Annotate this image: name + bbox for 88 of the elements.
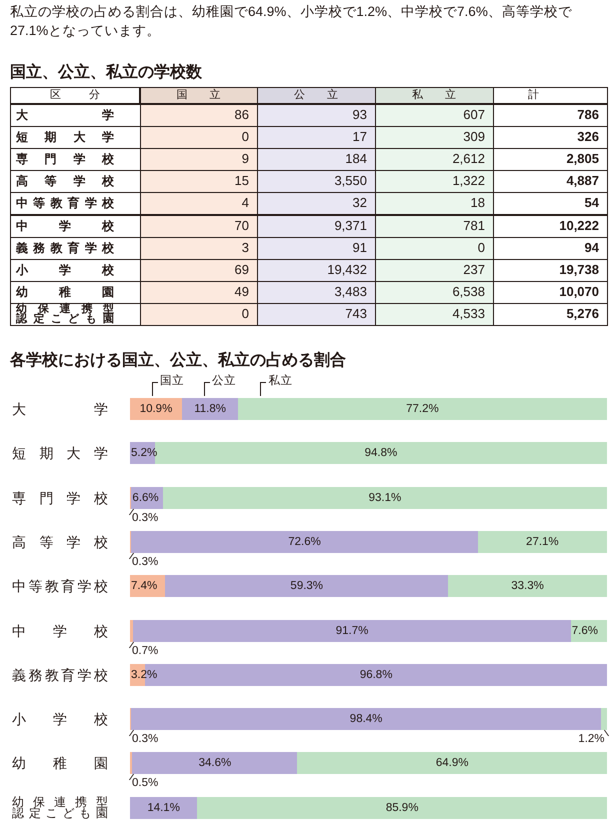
data-label: 27.1% xyxy=(525,534,560,549)
data-label: 1.2% xyxy=(577,732,605,746)
data-label: 0.7% xyxy=(132,644,158,658)
data-label: 0.5% xyxy=(132,776,158,790)
data-label: 72.6% xyxy=(287,534,322,549)
data-label: 7.6% xyxy=(572,624,598,638)
data-label: 0 xyxy=(476,240,485,256)
data-label: 0 xyxy=(240,129,249,146)
data-label: 91 xyxy=(352,240,367,256)
data-label: 9 xyxy=(240,151,249,168)
data-label: 34.6% xyxy=(198,756,232,770)
data-label: 4 xyxy=(240,195,249,212)
data-label: 3,550 xyxy=(333,173,367,190)
data-label: 309 xyxy=(462,129,485,146)
y-tick-label: 小学校 xyxy=(12,710,108,728)
text: 私立の学校の占める割合は、幼稚園で64.9%、小学校で1.2%、中学校で7.6%、高等学校で27.1%となっています。 xyxy=(10,3,573,40)
data-label: 4,887 xyxy=(565,173,599,190)
data-label: 49 xyxy=(234,284,249,300)
y-tick-label: 中学校 xyxy=(12,622,108,640)
data-label: 59.3% xyxy=(289,579,324,594)
data-label: 326 xyxy=(576,129,599,146)
data-label: 10.9% xyxy=(138,402,174,416)
series-label: 私立 xyxy=(412,88,456,103)
text: 国立、公立、私立の学校数 xyxy=(10,62,202,83)
data-label: 9,371 xyxy=(333,218,367,234)
data-label: 743 xyxy=(344,306,367,322)
y-tick-label: 幼保連携型認定こども園 xyxy=(12,794,108,820)
chart-title: 各学校における国立、公立、私立の占める割合 xyxy=(10,350,346,371)
text: 区分 xyxy=(50,88,100,103)
data-label: 94 xyxy=(584,240,599,256)
data-label: 85.9% xyxy=(384,800,420,815)
data-label: 6.6% xyxy=(132,490,159,505)
data-label: 4,533 xyxy=(451,306,485,322)
y-tick-label: 大学 xyxy=(12,400,108,418)
data-label: 15 xyxy=(234,173,249,190)
data-label: 32 xyxy=(352,195,367,212)
data-label: 10,222 xyxy=(558,218,599,234)
data-label: 3.2% xyxy=(131,668,158,682)
data-label: 2,805 xyxy=(565,151,599,168)
y-tick-label: 幼稚園 xyxy=(12,754,108,772)
series-label: 国立 xyxy=(176,88,220,103)
data-label: 54 xyxy=(584,195,599,212)
data-label: 781 xyxy=(462,218,485,234)
data-label: 5.2% xyxy=(131,446,158,460)
data-label: 14.1% xyxy=(146,800,181,815)
data-label: 0.3% xyxy=(132,554,158,569)
data-label: 19,738 xyxy=(558,262,599,278)
data-label: 2,612 xyxy=(451,151,485,168)
data-label: 3 xyxy=(240,240,249,256)
data-label: 19,432 xyxy=(326,262,367,278)
data-label: 10,070 xyxy=(558,284,599,300)
text: 計 xyxy=(528,88,540,103)
series-label: 国立 xyxy=(160,374,184,388)
data-label: 96.8% xyxy=(360,668,392,681)
series-label: 公立 xyxy=(212,374,236,388)
data-label: 11.8% xyxy=(193,402,227,416)
data-label: 69 xyxy=(234,262,249,278)
series-label: 公立 xyxy=(294,88,338,103)
data-label: 3,483 xyxy=(333,284,367,300)
y-tick-label: 短期大学 xyxy=(12,444,108,462)
data-label: 93 xyxy=(352,107,367,123)
data-label: 17 xyxy=(352,129,367,146)
y-tick-label: 高等学校 xyxy=(12,532,108,551)
series-label: 私立 xyxy=(268,374,292,388)
data-label: 70 xyxy=(234,218,249,234)
data-label: 93.1% xyxy=(368,490,402,505)
data-label: 98.4% xyxy=(348,712,384,726)
data-label: 0.3% xyxy=(132,732,158,746)
data-label: 77.2% xyxy=(405,402,440,416)
y-tick-label: 中等教育学校 xyxy=(12,577,108,596)
data-label: 237 xyxy=(462,262,485,278)
data-label: 33.3% xyxy=(510,579,545,594)
data-label: 1,322 xyxy=(451,173,485,190)
data-label: 0 xyxy=(240,306,249,322)
data-label: 86 xyxy=(234,107,249,123)
data-label: 184 xyxy=(344,151,367,168)
data-label: 6,538 xyxy=(451,284,485,300)
data-label: 607 xyxy=(462,107,485,123)
y-tick-label: 義務教育学校 xyxy=(12,666,108,684)
data-label: 91.7% xyxy=(334,624,370,638)
data-label: 64.9% xyxy=(434,756,470,770)
data-label: 18 xyxy=(470,195,485,212)
data-label: 7.4% xyxy=(131,579,158,594)
data-label: 0.3% xyxy=(132,510,158,525)
y-tick-label: 専門学校 xyxy=(12,488,108,507)
data-label: 5,276 xyxy=(565,306,599,322)
data-label: 786 xyxy=(576,107,599,123)
data-label: 94.8% xyxy=(364,447,398,460)
